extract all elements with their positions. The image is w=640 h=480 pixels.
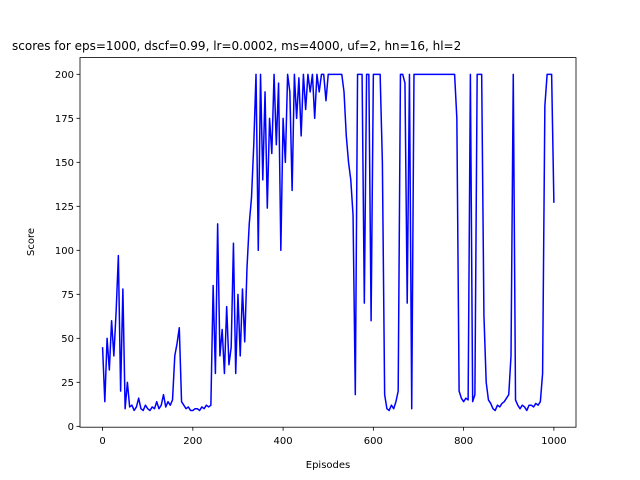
axes-frame	[79, 57, 577, 428]
x-tick-label: 400	[274, 436, 293, 447]
y-tick-label: 75	[61, 290, 74, 301]
x-tick-label: 0	[99, 436, 105, 447]
x-tick-label: 1000	[541, 436, 566, 447]
y-tick-label: 100	[55, 246, 74, 257]
y-tick-label: 200	[55, 70, 74, 81]
y-tick-label: 0	[68, 422, 74, 433]
y-axis-label: Score	[26, 228, 37, 256]
x-tick-label: 200	[183, 436, 202, 447]
y-tick-label: 125	[55, 202, 74, 213]
x-tick-label: 600	[364, 436, 383, 447]
score-line	[101, 73, 555, 412]
x-tick-label: 800	[454, 436, 473, 447]
chart-title: scores for eps=1000, dscf=0.99, lr=0.000…	[12, 39, 461, 53]
y-tick-label: 50	[61, 334, 74, 345]
y-tick-label: 175	[55, 114, 74, 125]
y-tick-label: 150	[55, 158, 74, 169]
y-tick-label: 25	[61, 378, 74, 389]
x-axis-label: Episodes	[306, 460, 350, 471]
